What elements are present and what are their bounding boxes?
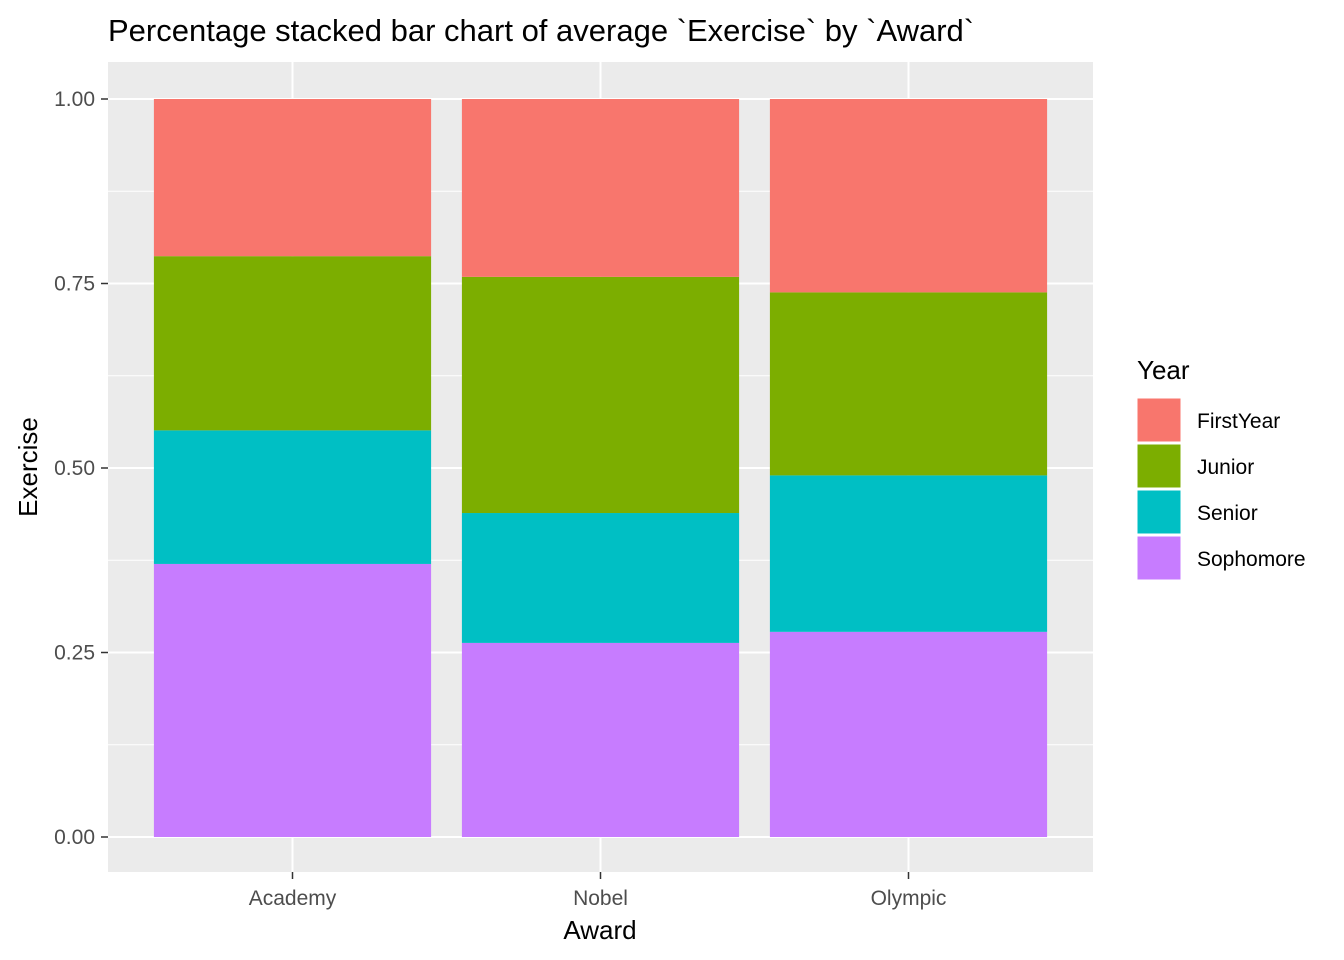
legend-key-sophomore [1136, 535, 1182, 581]
bar-olympic-senior [769, 475, 1048, 632]
chart-title: Percentage stacked bar chart of average … [108, 13, 974, 48]
x-axis-ticks: Academy Nobel Olympic [249, 872, 947, 910]
bar-nobel-sophomore [461, 642, 740, 837]
bar-nobel-firstyear [461, 99, 740, 277]
bar-academy-junior [153, 256, 432, 431]
bar-nobel-junior [461, 276, 740, 514]
x-tick-label: Nobel [573, 887, 628, 910]
y-tick-label: 0.50 [54, 457, 95, 480]
y-axis-title: Exercise [13, 417, 43, 517]
y-tick-label: 0.00 [54, 826, 95, 849]
legend-label-sophomore: Sophomore [1197, 548, 1306, 571]
bar-academy-firstyear [153, 99, 432, 257]
x-axis-title: Award [563, 915, 636, 945]
legend-items: FirstYear Junior Senior Sophomore [1136, 397, 1306, 581]
x-tick-label: Academy [249, 887, 337, 910]
bar-academy-sophomore [153, 563, 432, 837]
legend-key-senior [1136, 489, 1182, 535]
legend-title: Year [1137, 355, 1190, 385]
legend-label-firstyear: FirstYear [1197, 410, 1280, 433]
bar-academy-senior [153, 430, 432, 564]
legend-key-firstyear [1136, 397, 1182, 443]
x-tick-label: Olympic [871, 887, 947, 910]
bar-olympic-firstyear [769, 99, 1048, 293]
bar-olympic-sophomore [769, 631, 1048, 837]
bar-nobel-senior [461, 513, 740, 643]
y-tick-label: 0.75 [54, 273, 95, 296]
legend: Year FirstYear Junior Senior Sophomore [1136, 355, 1306, 581]
bars [153, 99, 1048, 837]
legend-label-senior: Senior [1197, 502, 1258, 525]
y-tick-label: 1.00 [54, 88, 95, 111]
bar-olympic-junior [769, 292, 1048, 476]
y-tick-label: 0.25 [54, 642, 95, 665]
y-axis-ticks: 0.00 0.25 0.50 0.75 1.00 [54, 88, 108, 849]
legend-label-junior: Junior [1197, 456, 1254, 479]
legend-key-junior [1136, 443, 1182, 489]
